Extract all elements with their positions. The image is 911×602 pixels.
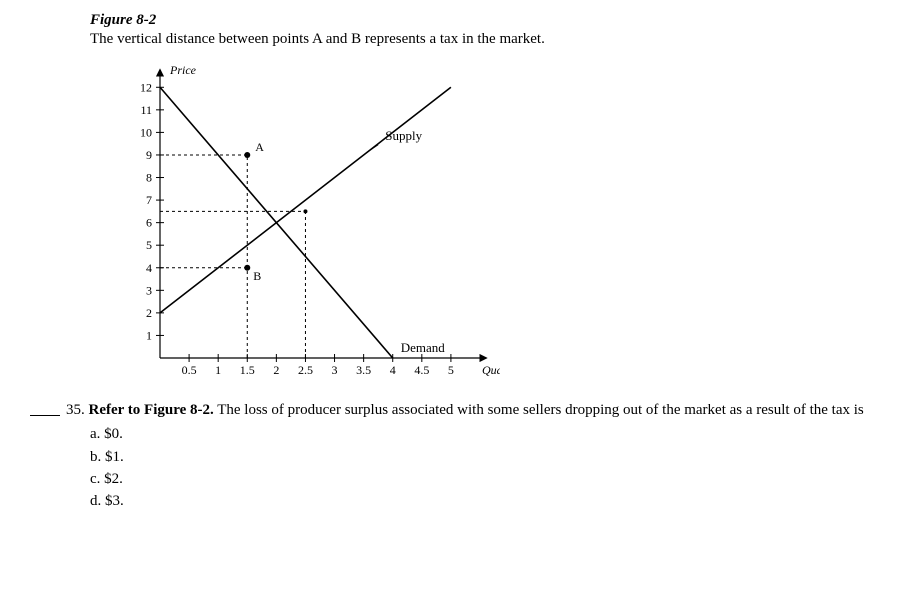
option-text: $1.: [105, 449, 124, 465]
svg-text:4.5: 4.5: [414, 363, 429, 377]
option-c: c. $2.: [90, 469, 864, 489]
chart-container: 1234567891011120.511.522.533.544.55Price…: [120, 58, 881, 388]
option-text: $3.: [105, 493, 124, 509]
svg-text:6: 6: [146, 216, 152, 230]
figure-caption: The vertical distance between points A a…: [90, 31, 881, 48]
svg-text:2: 2: [146, 306, 152, 320]
svg-text:8: 8: [146, 171, 152, 185]
svg-text:5: 5: [146, 238, 152, 252]
svg-text:4: 4: [146, 261, 152, 275]
svg-text:5: 5: [448, 363, 454, 377]
option-letter: a.: [90, 426, 100, 442]
svg-text:A: A: [255, 140, 264, 154]
option-text: $2.: [104, 471, 123, 487]
option-letter: c.: [90, 471, 100, 487]
option-b: b. $1.: [90, 447, 864, 467]
svg-text:Supply: Supply: [385, 128, 422, 143]
svg-text:10: 10: [140, 125, 152, 139]
question-row: 35. Refer to Figure 8-2. The loss of pro…: [30, 400, 881, 511]
svg-text:3.5: 3.5: [356, 363, 371, 377]
svg-text:Price: Price: [169, 63, 197, 77]
option-letter: d.: [90, 493, 101, 509]
options-list: a. $0. b. $1. c. $2. d. $3.: [90, 424, 864, 511]
page-root: Figure 8-2 The vertical distance between…: [0, 0, 911, 602]
svg-text:11: 11: [140, 103, 152, 117]
svg-text:12: 12: [140, 80, 152, 94]
svg-text:0.5: 0.5: [182, 363, 197, 377]
svg-text:3: 3: [146, 283, 152, 297]
svg-text:7: 7: [146, 193, 152, 207]
option-a: a. $0.: [90, 424, 864, 444]
svg-text:1: 1: [215, 363, 221, 377]
svg-text:Demand: Demand: [401, 340, 446, 355]
figure-header: Figure 8-2 The vertical distance between…: [90, 12, 881, 48]
option-letter: b.: [90, 449, 101, 465]
question-stem-strong: Refer to Figure 8-2.: [89, 402, 214, 418]
question-number: 35.: [66, 402, 85, 418]
svg-text:2.5: 2.5: [298, 363, 313, 377]
question-body: 35. Refer to Figure 8-2. The loss of pro…: [66, 400, 864, 511]
answer-blank: [30, 414, 60, 416]
svg-text:B: B: [253, 269, 261, 283]
svg-text:Quantity: Quantity: [482, 363, 500, 377]
svg-text:1: 1: [146, 328, 152, 342]
svg-text:2: 2: [273, 363, 279, 377]
svg-text:4: 4: [390, 363, 396, 377]
supply-demand-chart: 1234567891011120.511.522.533.544.55Price…: [120, 58, 500, 388]
question-stem-rest: The loss of producer surplus associated …: [217, 402, 864, 418]
figure-title: Figure 8-2: [90, 12, 881, 29]
option-text: $0.: [104, 426, 123, 442]
svg-text:3: 3: [332, 363, 338, 377]
svg-text:1.5: 1.5: [240, 363, 255, 377]
svg-text:9: 9: [146, 148, 152, 162]
option-d: d. $3.: [90, 491, 864, 511]
